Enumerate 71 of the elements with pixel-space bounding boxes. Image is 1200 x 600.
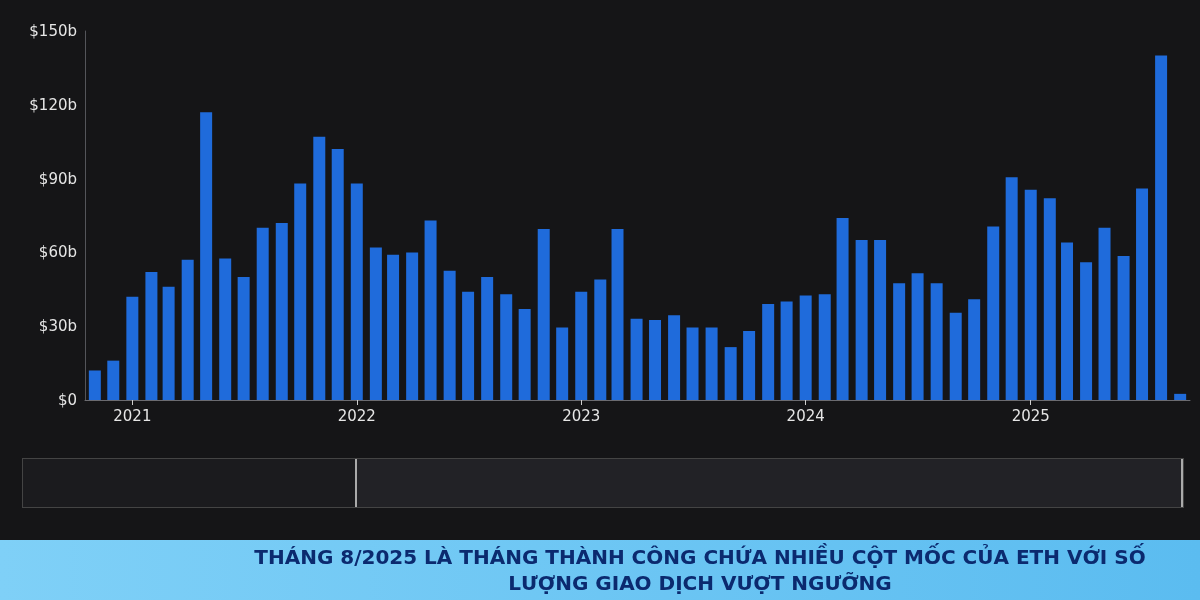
bar	[537, 229, 550, 400]
bar	[1061, 242, 1074, 400]
bar	[443, 270, 456, 400]
bar	[743, 331, 756, 400]
y-tick-label: $150b	[29, 22, 77, 40]
bar	[88, 370, 101, 400]
bar	[575, 291, 588, 400]
bar	[818, 294, 831, 400]
bar	[930, 283, 943, 400]
bar	[500, 294, 513, 400]
bar	[518, 308, 531, 400]
bar	[987, 226, 1000, 400]
bar	[874, 240, 887, 400]
bar	[949, 312, 962, 400]
bar	[145, 272, 158, 400]
bar	[294, 183, 307, 400]
x-tick-label: 2023	[562, 406, 601, 425]
x-tick-label: 2024	[786, 406, 825, 425]
bar	[630, 318, 643, 400]
bar	[911, 273, 924, 400]
bar	[799, 295, 812, 400]
bar	[313, 136, 326, 400]
bar	[594, 279, 607, 400]
bar	[462, 291, 475, 400]
bar	[668, 315, 681, 400]
bar	[705, 327, 718, 400]
bar	[275, 222, 288, 400]
bar	[181, 259, 194, 400]
bar	[556, 327, 569, 400]
bar	[1043, 198, 1056, 400]
bar	[1155, 55, 1168, 400]
bar	[237, 277, 250, 400]
bar	[611, 229, 624, 400]
bar	[893, 283, 906, 400]
bar	[387, 254, 400, 400]
x-tick-label: 2025	[1011, 406, 1050, 425]
bar	[649, 320, 662, 400]
bar	[1117, 256, 1130, 400]
bar	[126, 296, 139, 400]
bar	[855, 240, 868, 400]
y-tick-label: $0	[57, 391, 77, 409]
bar	[836, 217, 849, 400]
bar	[1136, 188, 1149, 400]
bar	[219, 258, 232, 400]
y-tick-label: $30b	[38, 317, 77, 336]
bar	[162, 286, 175, 400]
bar	[200, 112, 213, 400]
bar	[968, 299, 981, 400]
bar	[107, 360, 120, 400]
bar	[406, 252, 419, 400]
y-tick-label: $60b	[38, 243, 77, 262]
y-tick-label: $120b	[29, 95, 77, 114]
bar	[762, 304, 775, 400]
bar	[350, 183, 363, 400]
bar	[369, 247, 382, 400]
y-tick-label: $90b	[38, 169, 77, 188]
bar	[424, 220, 437, 400]
bar	[1005, 177, 1018, 400]
bar	[724, 347, 737, 400]
bar	[686, 327, 699, 400]
bar	[256, 227, 269, 400]
bar	[331, 149, 344, 400]
x-tick-label: 2021	[113, 406, 152, 425]
bar	[481, 277, 494, 400]
bar	[1024, 189, 1037, 400]
bar	[1098, 227, 1111, 400]
x-tick-label: 2022	[337, 406, 376, 425]
text: THÁNG 8/2025 LÀ THÁNG THÀNH CÔNG CHỨA NHIỀU CỘT MỐC CỦA ETH VỚI SỐ LƯỢNG GIAO DỊCH VƯỢT NGƯỠNG	[253, 544, 1147, 596]
bar	[1174, 393, 1187, 400]
bar	[1080, 262, 1093, 400]
bar	[780, 301, 793, 400]
